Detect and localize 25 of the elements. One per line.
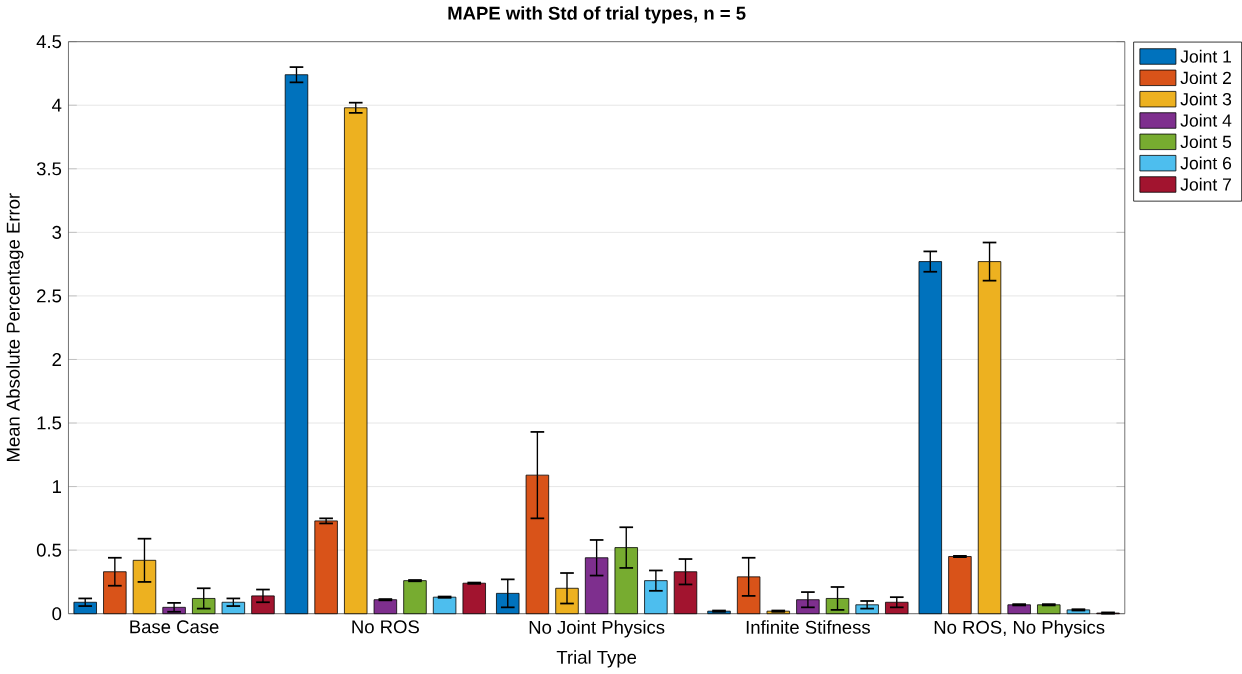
legend-label: Joint 7: [1180, 178, 1231, 191]
y-tick-label: 3.5: [36, 162, 62, 176]
legend-label: Joint 6: [1180, 156, 1232, 170]
legend-label: Joint 2: [1180, 71, 1231, 85]
y-tick-label: 4: [52, 99, 62, 112]
y-tick-label: 1: [53, 480, 61, 494]
y-tick-label: 0.5: [36, 543, 62, 557]
chart-title: MAPE with Std of trial types, n = 5: [448, 6, 746, 24]
y-axis-title: Mean Absolute Percentage Error: [6, 193, 24, 462]
y-tick-label: 2: [52, 353, 61, 367]
y-tick-label: 4.5: [36, 35, 62, 49]
x-tick-label: No Joint Physics: [529, 620, 665, 638]
legend-label: Joint 1: [1180, 50, 1231, 63]
y-tick-label: 0: [52, 607, 62, 621]
legend-label: Joint 3: [1180, 92, 1232, 106]
x-tick-label: Infinite Stifness: [746, 620, 870, 635]
y-tick-label: 3: [52, 225, 62, 240]
y-tick-label: 2.5: [37, 289, 62, 303]
x-axis-title: Trial Type: [556, 650, 637, 668]
x-tick-label: Base Case: [130, 620, 219, 634]
legend-label: Joint 4: [1180, 114, 1232, 127]
x-tick-label: No ROS, No Physics: [934, 620, 1105, 638]
legend-label: Joint 5: [1180, 135, 1232, 149]
x-tick-label: No ROS: [352, 620, 419, 634]
y-tick-label: 1.5: [37, 416, 62, 430]
